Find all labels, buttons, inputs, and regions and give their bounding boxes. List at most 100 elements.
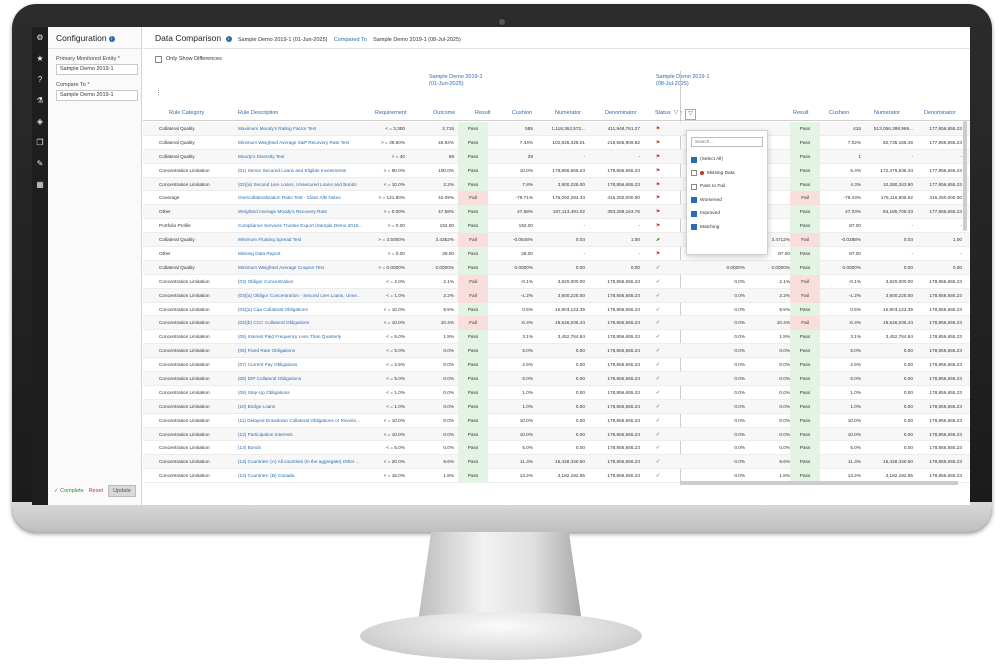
col-numerator[interactable]: Numerator bbox=[555, 110, 581, 116]
cell-desc[interactable]: Weighted Average Moody's Recovery Rate bbox=[238, 209, 328, 215]
column-menu-icon[interactable]: ⋮ bbox=[155, 90, 162, 97]
status-filter-search[interactable]: Search... bbox=[691, 137, 763, 147]
col-denominator[interactable]: Denominator bbox=[605, 110, 637, 116]
primary-entity-field[interactable]: Sample Demo 2019-1 bbox=[56, 64, 138, 75]
table-row[interactable]: Collateral Quality Minimum Floating Sprea… bbox=[143, 233, 970, 248]
checkbox-icon[interactable] bbox=[691, 224, 697, 231]
table-row[interactable]: Concentration Limitation (12) Participati… bbox=[143, 427, 970, 442]
status-filter-option[interactable]: Pass to Fail bbox=[687, 180, 767, 194]
cell-desc[interactable]: Minimum Floating Spread Test bbox=[238, 237, 302, 243]
table-row[interactable]: Concentration Limitation (07) Current Pay… bbox=[143, 358, 970, 373]
cell-desc[interactable]: (04)(b) CCC Collateral Obligations bbox=[238, 320, 310, 326]
table-row[interactable]: Concentration Limitation (08) DIP Collate… bbox=[143, 372, 970, 386]
horizontal-scrollbar[interactable] bbox=[680, 481, 958, 485]
cell-desc[interactable]: Overcollateralization Ratio Test - Class… bbox=[238, 195, 341, 201]
table-row[interactable]: Other Weighted Average Moody's Recovery R… bbox=[143, 205, 970, 220]
table-row[interactable]: Concentration Limitation (02)(a) Second L… bbox=[143, 177, 970, 192]
checkbox-icon[interactable] bbox=[691, 156, 697, 163]
table-row[interactable]: Concentration Limitation (14) Countries: … bbox=[143, 469, 970, 484]
table-row[interactable]: Concentration Limitation (13) Bonds < = 5.… bbox=[143, 441, 970, 456]
funnel-icon[interactable]: ▽ bbox=[685, 109, 696, 120]
col-numerator-2[interactable]: Numerator bbox=[874, 110, 900, 116]
col-requirement[interactable]: Requirement bbox=[375, 110, 407, 116]
gauge-icon[interactable]: ⚙ bbox=[36, 33, 44, 42]
table-row[interactable]: Concentration Limitation (04)(b) CCC Coll… bbox=[143, 316, 970, 331]
wrench-icon[interactable]: ✎ bbox=[36, 159, 44, 168]
cell-desc[interactable]: (14) Countries: (B) Canada bbox=[238, 473, 295, 479]
table-row[interactable]: Concentration Limitation (03)(a) Obligor … bbox=[143, 288, 970, 303]
cell-desc[interactable]: Missing Data Report bbox=[238, 251, 281, 257]
table-row[interactable]: Other Missing Data Report > = 0.00 28.00 Pas… bbox=[143, 247, 970, 261]
col-rule-category[interactable]: Rule Category bbox=[169, 110, 205, 116]
checkbox-icon[interactable] bbox=[691, 183, 697, 190]
star-icon[interactable]: ★ bbox=[36, 54, 44, 63]
table-row[interactable]: Collateral Quality Moody's Diversity Test… bbox=[143, 149, 970, 164]
cell-desc[interactable]: Minimum Weighted Average Coupon Test bbox=[238, 264, 324, 270]
col-denominator-2[interactable]: Denominator bbox=[924, 110, 956, 116]
table-row[interactable]: Collateral Quality Maximum Moody's Rating… bbox=[143, 122, 970, 136]
table-row[interactable]: Concentration Limitation (09) Step-Up Obl… bbox=[143, 385, 970, 400]
cell-desc[interactable]: (04)(a) Caa Collateral Obligations bbox=[238, 306, 308, 312]
update-button[interactable]: Update bbox=[108, 485, 136, 497]
checkbox-icon[interactable] bbox=[691, 210, 697, 217]
cell-desc[interactable]: (03) Obligor Concentration bbox=[238, 278, 294, 284]
col-status[interactable]: Status bbox=[655, 110, 671, 116]
cell-desc[interactable]: (13) Bonds bbox=[238, 445, 261, 451]
cell-desc[interactable]: Compliance Services Trustee Export (Samp… bbox=[238, 223, 363, 229]
cell-desc[interactable]: (03)(a) Obligor Concentration - Second L… bbox=[238, 292, 361, 298]
table-row[interactable]: Concentration Limitation (11) Delayed Dra… bbox=[143, 413, 970, 428]
cube-icon[interactable]: ◈ bbox=[36, 117, 44, 126]
status-filter-option[interactable]: Matching bbox=[687, 221, 767, 235]
checkbox-icon[interactable] bbox=[691, 170, 697, 177]
compare-to-field[interactable]: Sample Demo 2019-1 bbox=[56, 90, 138, 101]
table-row[interactable]: Concentration Limitation (04)(a) Caa Coll… bbox=[143, 302, 970, 317]
status-filter-option[interactable]: Missing Data bbox=[687, 167, 767, 181]
col-result[interactable]: Result bbox=[475, 110, 491, 116]
table-row[interactable]: Concentration Limitation (06) Fixed Rate … bbox=[143, 344, 970, 359]
cell-desc[interactable]: (12) Participation Interests bbox=[238, 431, 293, 437]
complete-button[interactable]: ✓ Complete bbox=[54, 488, 84, 494]
cell-desc[interactable]: (10) Bridge Loans bbox=[238, 403, 276, 409]
status-filter-option[interactable]: Worsened bbox=[687, 194, 767, 208]
info-icon[interactable]: i bbox=[108, 35, 115, 42]
cell-desc[interactable]: (09) Step-Up Obligations bbox=[238, 389, 290, 395]
cell-desc[interactable]: Maximum Moody's Rating Factor Test bbox=[238, 126, 317, 131]
table-row[interactable]: Coverage Overcollateralization Ratio Test… bbox=[143, 191, 970, 206]
cell-desc[interactable]: (11) Delayed Drawdown Collateral Obligat… bbox=[238, 417, 360, 423]
col-cushion[interactable]: Cushion bbox=[512, 110, 533, 116]
cell-desc[interactable]: Moody's Diversity Test bbox=[238, 153, 285, 159]
cell-desc[interactable]: (06) Fixed Rate Obligations bbox=[238, 348, 296, 354]
checkbox-icon[interactable] bbox=[691, 197, 697, 204]
col-cushion-2[interactable]: Cushion bbox=[829, 110, 850, 116]
vertical-scrollbar[interactable] bbox=[963, 121, 967, 231]
status-filter-icon[interactable]: ▽ ↑ bbox=[674, 110, 683, 116]
table-row[interactable]: Concentration Limitation (10) Bridge Loan… bbox=[143, 399, 970, 414]
col-result-2[interactable]: Result bbox=[793, 110, 809, 116]
table-row[interactable]: Concentration Limitation (01) Senior Secu… bbox=[143, 163, 970, 178]
status-filter-option[interactable]: (Select All) bbox=[687, 153, 767, 167]
help-icon[interactable]: ? bbox=[37, 75, 43, 84]
cell-desc[interactable]: (07) Current Pay Obligations bbox=[238, 362, 298, 368]
grid-icon[interactable]: ▦ bbox=[36, 180, 44, 189]
table-row[interactable]: Concentration Limitation (05) Interest Pa… bbox=[143, 330, 970, 345]
cell-desc[interactable]: Minimum Weighted Average S&P Recovery Ra… bbox=[238, 139, 350, 145]
table-row[interactable]: Concentration Limitation (14) Countries: … bbox=[143, 455, 970, 470]
info-icon[interactable]: i bbox=[225, 35, 232, 42]
cell-desc[interactable]: (01) Senior Secured Loans and Eligible I… bbox=[238, 167, 347, 173]
cell-den: 178,856,655.23 bbox=[607, 292, 640, 298]
flask-icon[interactable]: ⚗ bbox=[36, 96, 44, 105]
reset-button[interactable]: Reset bbox=[88, 488, 104, 494]
table-row[interactable]: Portfolio Profile Compliance Services Tru… bbox=[143, 219, 970, 234]
table-row[interactable]: Collateral Quality Minimum Weighted Avera… bbox=[143, 260, 970, 275]
col-outcome[interactable]: Outcome bbox=[433, 110, 456, 116]
cell-desc[interactable]: (08) DIP Collateral Obligations bbox=[238, 376, 302, 382]
cell-desc[interactable]: (02)(a) Second Lien Loans, Unsecured Loa… bbox=[238, 181, 357, 187]
copy-icon[interactable]: ❐ bbox=[36, 138, 44, 147]
col-rule-description[interactable]: Rule Description bbox=[238, 110, 279, 116]
only-differences-checkbox[interactable] bbox=[155, 55, 162, 63]
cell-desc[interactable]: (14) Countries: (A) All countries (in th… bbox=[238, 459, 360, 465]
status-filter-option[interactable]: Improved bbox=[687, 207, 767, 221]
table-row[interactable]: Concentration Limitation (03) Obligor Con… bbox=[143, 274, 970, 289]
cell-desc[interactable]: (05) Interest Paid Frequency Less Than Q… bbox=[238, 334, 342, 340]
table-row[interactable]: Collateral Quality Minimum Weighted Avera… bbox=[143, 135, 970, 150]
